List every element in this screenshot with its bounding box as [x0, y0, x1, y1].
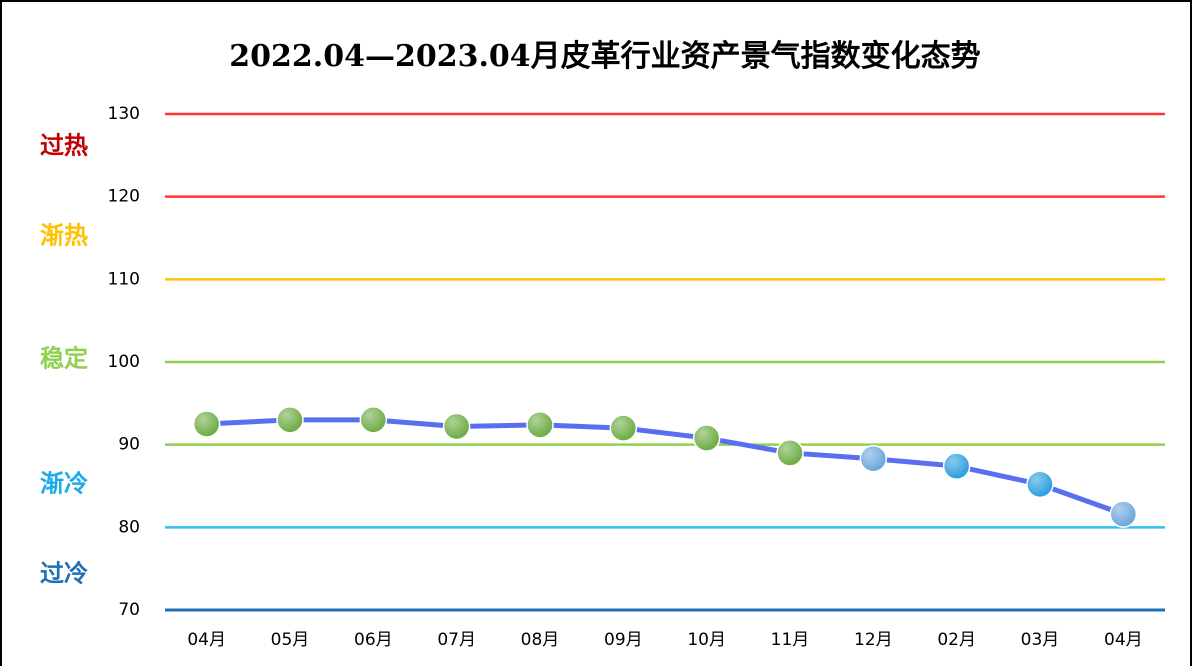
x-tick-label: 11月 [771, 630, 810, 650]
x-tick-label: 04月 [1104, 630, 1143, 650]
marker-shine [944, 454, 969, 479]
marker-shine [1111, 502, 1136, 527]
marker-shine [444, 414, 469, 439]
y-tick-label: 80 [118, 517, 140, 537]
marker-shine [694, 426, 719, 451]
marker-shine [361, 407, 386, 432]
x-tick-label: 05月 [271, 630, 310, 650]
chart-title: 2022.04—2023.04月皮革行业资产景气指数变化态势 [229, 39, 980, 74]
marker-shine [194, 412, 219, 436]
x-tick-label: 03月 [1021, 630, 1060, 650]
y-tick-label: 120 [108, 187, 140, 207]
marker-shine [1028, 472, 1052, 497]
zone-label: 过冷 [40, 559, 88, 588]
zone-label: 过热 [40, 131, 88, 160]
zone-label: 稳定 [40, 344, 88, 373]
x-tick-label: 08月 [521, 630, 560, 650]
x-tick-label: 10月 [687, 630, 726, 650]
x-tick-label: 04月 [187, 630, 226, 650]
x-tick-label: 12月 [854, 630, 893, 650]
y-tick-label: 130 [108, 104, 140, 124]
y-tick-label: 100 [108, 352, 140, 372]
x-tick-label: 06月 [354, 630, 393, 650]
y-tick-label: 90 [118, 435, 140, 455]
y-tick-label: 70 [118, 600, 140, 620]
zone-label: 渐冷 [40, 469, 88, 498]
marker-shine [861, 446, 886, 471]
marker-shine [611, 416, 636, 441]
y-tick-label: 110 [108, 269, 140, 289]
marker-shine [528, 412, 552, 437]
x-tick-label: 09月 [604, 630, 643, 650]
x-tick-label: 02月 [937, 630, 976, 650]
marker-shine [278, 407, 302, 432]
series-line [206, 417, 1125, 517]
marker-shine [778, 440, 802, 465]
zone-label: 渐热 [40, 221, 88, 250]
x-tick-label: 07月 [437, 630, 476, 650]
